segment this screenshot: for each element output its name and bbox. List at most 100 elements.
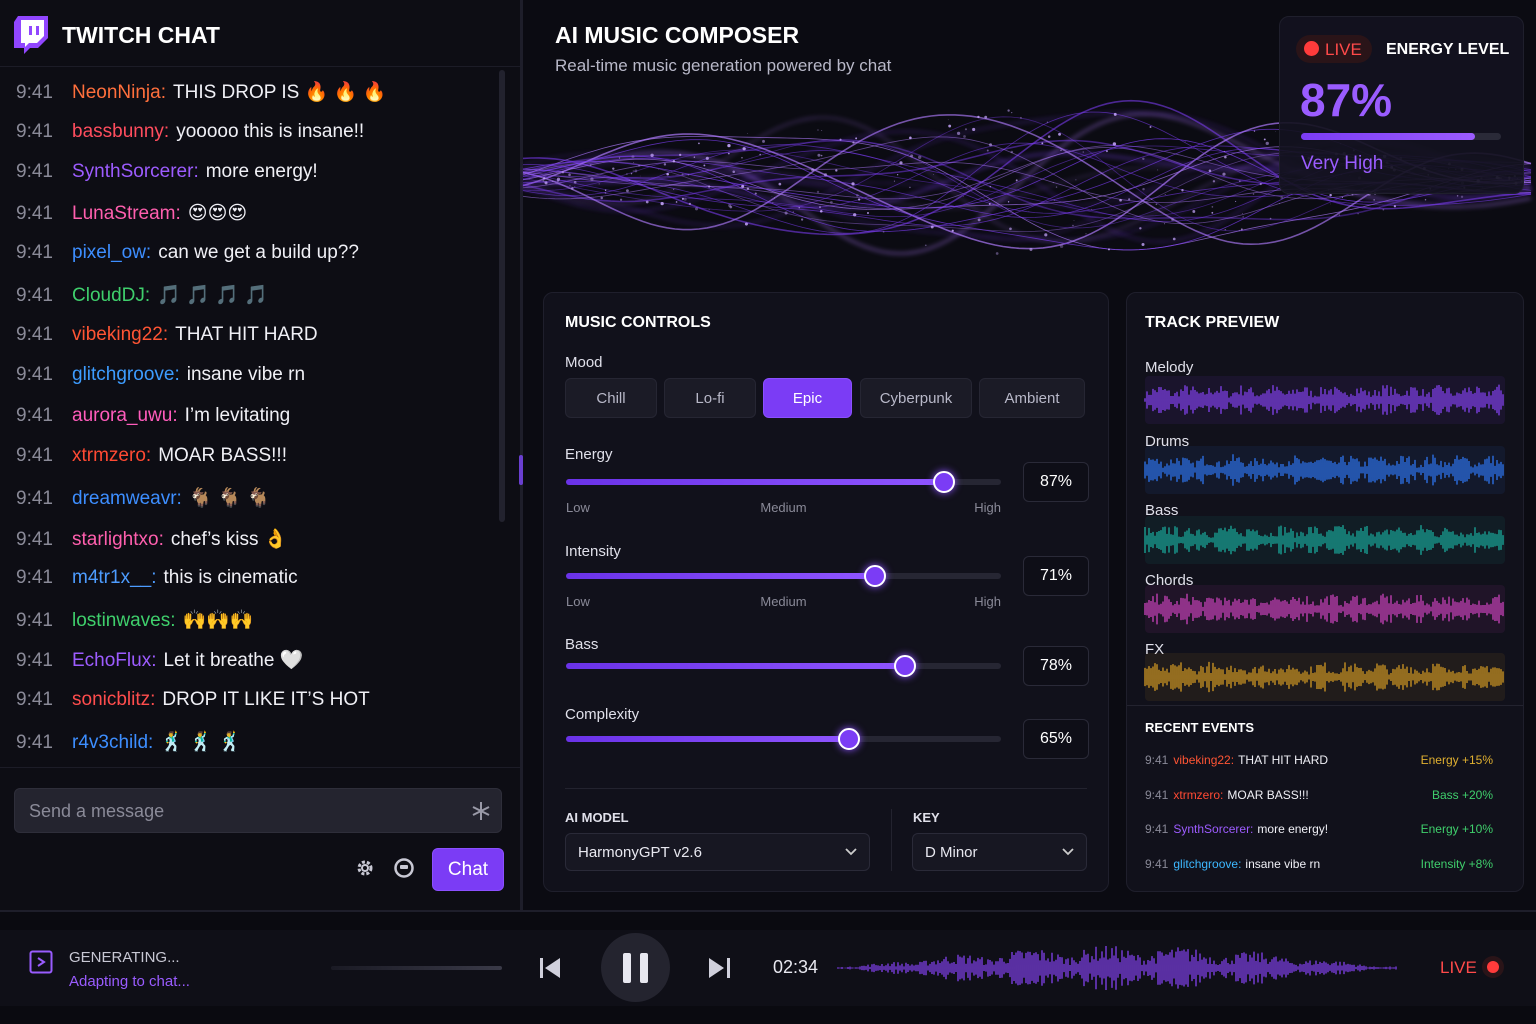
wave-particle [1009, 227, 1012, 231]
mood-button[interactable]: Chill [565, 378, 657, 418]
wave-particle [1044, 233, 1048, 237]
event-row: 9:41 xtrmzero: MOAR BASS!!! [1145, 788, 1309, 802]
energy-value: 87% [1300, 74, 1393, 126]
wave-particle [600, 196, 603, 200]
wave-particle [628, 179, 630, 181]
wave-particle [964, 128, 968, 131]
chat-message: 9:41 lostinwaves: 🙌🙌🙌 [16, 608, 253, 632]
wave-particle [852, 141, 855, 144]
wave-particle [618, 157, 621, 159]
player-time: 02:34 [773, 957, 819, 977]
wave-particle [1010, 150, 1014, 154]
model-label: AI MODEL [565, 810, 629, 825]
wave-particle [988, 202, 991, 205]
event-text: more energy! [1257, 822, 1329, 836]
wave-particle [784, 211, 788, 215]
mood-button[interactable]: Epic [763, 378, 852, 418]
message-user: bassbunny: [72, 120, 170, 142]
wave-particle [744, 222, 748, 226]
wave-particle [747, 133, 749, 134]
energy-fill [1301, 133, 1475, 140]
wave-particle [1113, 112, 1117, 116]
slider-thumb[interactable] [863, 565, 886, 587]
input-icon[interactable] [471, 801, 491, 821]
wave-particle [896, 174, 899, 176]
wave-particle [1235, 200, 1237, 202]
wave-particle [821, 130, 823, 131]
wave-particle [660, 202, 664, 206]
wave-particle [728, 204, 731, 207]
wave-particle [574, 186, 576, 188]
chat-send-button[interactable]: Chat [432, 848, 504, 891]
wave-particle [1151, 198, 1153, 200]
message-text: THIS DROP IS 🔥 🔥 🔥 [173, 82, 387, 103]
wave-particle [910, 154, 914, 158]
event-text: MOAR BASS!!! [1227, 787, 1309, 802]
wave-particle [732, 170, 736, 174]
event-effect: Bass +20% [1431, 787, 1493, 802]
wave-particle [1059, 244, 1064, 248]
wave-particle [1142, 157, 1145, 160]
wave-particle [746, 187, 750, 190]
slider-thumb[interactable] [894, 655, 917, 677]
message-time: 9:41 [16, 285, 53, 306]
slider-scale-label: High [974, 594, 1001, 609]
wave-particle [762, 139, 765, 143]
slider-fill [566, 479, 945, 485]
mood-button[interactable]: Lo-fi [664, 378, 756, 418]
wave-particle [819, 206, 822, 209]
preview-title: TRACK PREVIEW [1145, 314, 1280, 331]
slider-thumb[interactable] [837, 728, 860, 750]
message-user: vibeking22: [72, 323, 169, 345]
wave-particle [857, 198, 861, 201]
wave-particle [1524, 181, 1525, 183]
wave-particle [1456, 195, 1459, 197]
chat-scrollbar [499, 70, 505, 522]
wave-particle [893, 180, 895, 182]
wave-particle [853, 213, 857, 217]
prev-button[interactable] [540, 958, 562, 978]
wave-particle [528, 178, 530, 180]
wave-particle [1058, 132, 1061, 136]
pause-button[interactable] [601, 933, 670, 1002]
wave-particle [909, 186, 911, 189]
message-text: THAT HIT HARD [175, 323, 318, 345]
message-user: m4tr1x__: [72, 567, 157, 589]
wave-particle [573, 180, 577, 184]
input-placeholder: Send a message [29, 801, 165, 821]
event-text: THAT HIT HARD [1238, 753, 1329, 767]
wave-particle [1373, 199, 1376, 201]
mood-button[interactable]: Cyberpunk [860, 378, 972, 418]
model-select[interactable]: HarmonyGPT v2.6 [565, 833, 870, 871]
controls-rule [565, 788, 1087, 789]
wave-particle [688, 202, 692, 206]
wave-particle [977, 115, 980, 119]
message-input[interactable]: Send a message [14, 788, 502, 833]
wave-particle [658, 168, 659, 170]
wave-particle [1164, 194, 1166, 195]
wave-strand [522, 111, 1532, 234]
waveform [837, 945, 1397, 991]
message-user: glitchgroove: [72, 364, 180, 386]
settings-icon[interactable] [355, 858, 375, 878]
waveform-line [1144, 661, 1504, 693]
message-text: yooooo this is insane!! [176, 120, 365, 142]
wave-particle [1252, 193, 1255, 195]
key-select[interactable]: D Minor [912, 833, 1087, 871]
wave-particle [543, 177, 546, 180]
divider-handle[interactable] [519, 455, 523, 485]
wave-particle [604, 189, 607, 191]
track-name: Drums [1145, 433, 1190, 450]
wave-particle [851, 182, 855, 186]
next-button[interactable] [709, 958, 731, 978]
emote-icon[interactable] [394, 858, 414, 878]
slider-label: Energy [565, 446, 613, 463]
wave-particle [1223, 150, 1225, 152]
slider-thumb[interactable] [933, 471, 956, 493]
wave-particle [687, 173, 690, 176]
chat-message: 9:41 starlightxo: chef’s kiss 👌 [16, 527, 287, 551]
event-effect: Energy +10% [1420, 822, 1493, 836]
mood-button[interactable]: Ambient [979, 378, 1085, 418]
wave-particle [681, 197, 684, 200]
waveform-line [1144, 454, 1504, 486]
